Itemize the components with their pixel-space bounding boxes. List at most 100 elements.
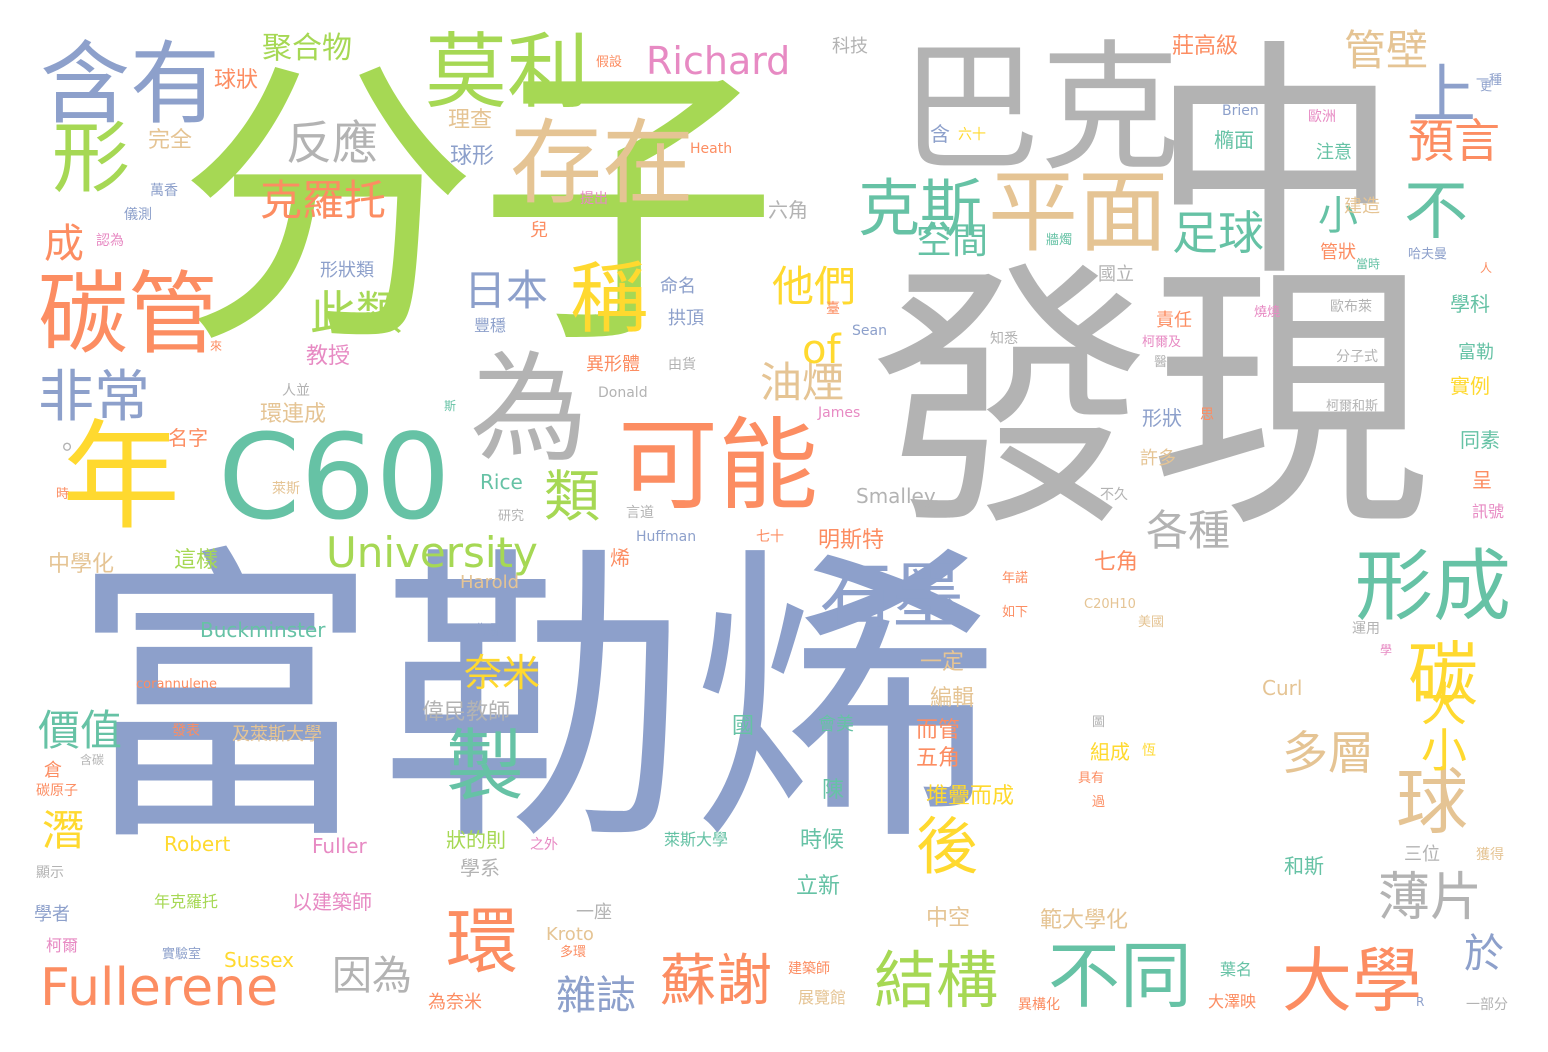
word: 狀的則 (446, 828, 506, 852)
word: 運用 (1352, 621, 1380, 637)
word: 偉民教師 (422, 700, 511, 725)
word: 人並 (282, 383, 310, 399)
word: 實例 (1450, 374, 1490, 398)
word: 球 (1396, 760, 1469, 844)
word: Kroto (546, 924, 594, 945)
word: 巴克 (900, 28, 1181, 191)
word: 烯 (610, 546, 630, 570)
word: 編輯 (930, 686, 975, 711)
word: 球狀 (214, 68, 259, 93)
word: 國 (732, 714, 755, 739)
word: 大小 (1414, 680, 1468, 772)
word: 價值 (38, 706, 123, 755)
word: 言道 (626, 505, 654, 521)
word: 。 (62, 426, 89, 456)
word: 碳 (1408, 634, 1478, 716)
word: 七角 (1094, 550, 1139, 575)
word: 而管 (916, 718, 961, 743)
word: 臺 (826, 301, 840, 317)
word: 顯示 (36, 865, 64, 881)
word: 柯爾及 (1142, 335, 1182, 350)
word: 形狀 (1142, 406, 1182, 430)
word: 可能 (618, 407, 818, 524)
word: 過 (1092, 795, 1106, 810)
word: 豐穩 (474, 316, 507, 335)
word: 名字 (168, 426, 208, 450)
word: 拱頂 (668, 308, 704, 329)
word: 哈夫曼 (1408, 247, 1448, 262)
word: 日本 (464, 266, 549, 315)
word: 觀點 (476, 623, 504, 639)
word: 萊斯 (272, 481, 300, 497)
word: 許多 (1140, 448, 1176, 469)
word: 圖 (1092, 715, 1106, 730)
word: 六角 (768, 198, 808, 222)
word: 存在 (510, 110, 695, 217)
word: 不 (1404, 175, 1468, 249)
word: 注意 (1316, 142, 1352, 163)
word: 萬香 (150, 183, 178, 199)
word: 奈米 (464, 651, 541, 695)
word: 之外 (530, 837, 558, 853)
word: Sean (852, 323, 887, 339)
word: 教授 (306, 344, 351, 369)
word: 平面 (988, 160, 1168, 265)
word: Heath (690, 141, 733, 157)
word: 足球 (1172, 206, 1264, 260)
word: 七十 (756, 529, 784, 545)
word: 燒燒 (1254, 305, 1281, 320)
word: Robert (164, 832, 231, 856)
word: 管狀 (1320, 242, 1356, 263)
word: 倉 (44, 760, 62, 781)
word: 呈 (1472, 468, 1492, 492)
word: 訊號 (1472, 502, 1505, 521)
word: 範大學化 (1040, 908, 1129, 933)
word: 製 (446, 722, 525, 812)
word: 理查 (448, 108, 493, 133)
word: 假設 (596, 55, 623, 70)
word: 形成 (1355, 542, 1512, 632)
word: corannulene (136, 677, 217, 692)
word: Rice (480, 470, 523, 494)
word: 發表 (172, 723, 200, 739)
word: 莫利 (425, 25, 590, 120)
word: R (1416, 995, 1425, 1009)
word: 由貨 (668, 357, 696, 373)
word: Harold (460, 572, 520, 593)
word: 人 (1480, 261, 1493, 275)
word: 醫 (1154, 355, 1168, 370)
word: Huffman (636, 529, 697, 545)
word: 恆 (1142, 743, 1156, 759)
word: University (326, 528, 538, 577)
word: 建造 (1344, 196, 1380, 217)
word: 類 (544, 465, 600, 530)
word: 雜誌 (556, 973, 636, 1019)
word: 兒 (530, 220, 548, 241)
word: 含 (930, 122, 950, 146)
word: 克羅托 (260, 176, 387, 225)
word: 於 (1464, 931, 1504, 977)
word: 五角 (916, 746, 961, 771)
word: 思 (1200, 407, 1214, 423)
word: Richard (646, 39, 791, 83)
word: 時候 (800, 828, 845, 853)
word: 認為 (96, 233, 124, 249)
word: 異形體 (586, 354, 640, 375)
word: 為奈米 (428, 992, 482, 1013)
word: 後 (916, 810, 979, 883)
word: 國立 (1098, 264, 1134, 285)
word: 萊斯大學 (664, 830, 729, 849)
word: 更 (1480, 79, 1493, 93)
word: 美國 (1138, 615, 1165, 630)
word: 和斯 (1284, 854, 1324, 878)
word: 獲得 (1476, 847, 1504, 863)
word: 多環 (560, 945, 587, 960)
word: Fuller (312, 834, 367, 858)
word: 碳管 (38, 262, 218, 367)
word: 球形 (450, 144, 495, 169)
word: 上 (1412, 59, 1476, 133)
word: of (802, 327, 841, 373)
word: 薄片 (1378, 868, 1483, 928)
word: 潛 (42, 806, 85, 855)
